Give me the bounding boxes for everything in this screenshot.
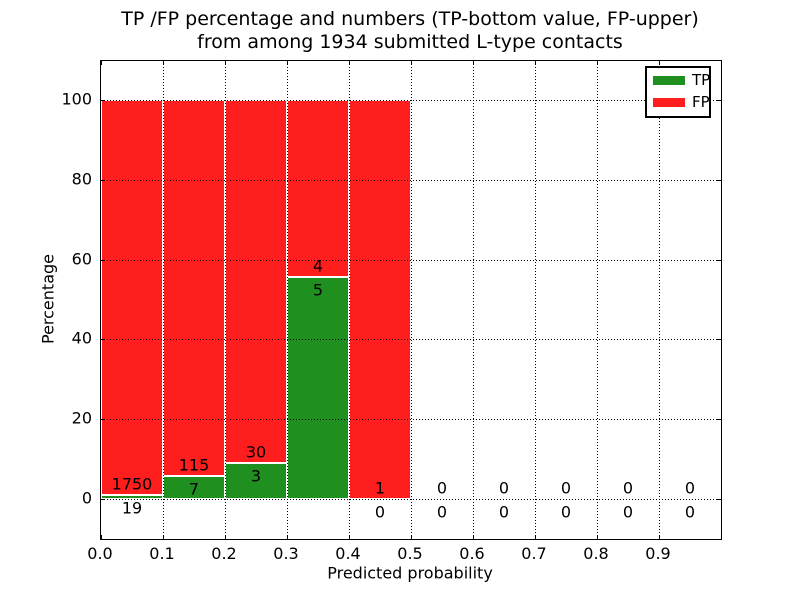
x-tick-mark	[349, 535, 350, 539]
legend-label-fp: FP	[692, 93, 710, 111]
x-tick-mark	[411, 535, 412, 539]
legend-label-tp: TP	[692, 71, 711, 89]
y-tick-label: 100	[61, 89, 92, 109]
bars-layer	[101, 61, 721, 539]
x-tick-mark	[287, 535, 288, 539]
y-tick-mark-right	[717, 259, 721, 261]
x-tick-label: 0.6	[459, 544, 485, 563]
fp-count-label: 30	[245, 442, 267, 462]
x-tick-label: 0.3	[273, 544, 299, 563]
vertical-gridline	[597, 61, 598, 539]
x-tick-mark-top	[101, 61, 102, 65]
fp-color-swatch	[653, 98, 685, 107]
vertical-gridline	[535, 61, 536, 539]
tp-count-label: 0	[622, 502, 634, 522]
vertical-gridline	[659, 61, 660, 539]
y-tick-mark	[101, 499, 105, 500]
x-tick-label: 0.4	[335, 544, 361, 563]
x-axis-label: Predicted probability	[327, 563, 493, 583]
fp-count-label: 0	[684, 478, 696, 498]
y-tick-mark-right	[717, 100, 721, 101]
fp-bar	[101, 100, 163, 495]
x-tick-mark-top	[287, 61, 288, 65]
tp-count-label: 0	[498, 502, 510, 522]
x-tick-mark-top	[349, 61, 350, 65]
annotations-layer: 1750 19 115 7 30 3 4 5 1 0 0 0 0 0 0 0 0 0 0 0	[101, 61, 721, 539]
fp-count-label: 0	[560, 478, 572, 498]
x-tick-label: 0.0	[87, 544, 113, 563]
x-tick-mark	[597, 535, 598, 539]
legend-entry-tp: TP	[653, 73, 710, 88]
plot-area: 1750 19 115 7 30 3 4 5 1 0 0 0 0 0 0 0 0 0 0 0	[100, 60, 722, 540]
y-tick-label: 20	[71, 408, 92, 428]
fp-count-label: 0	[498, 478, 510, 498]
tp-color-swatch	[653, 76, 685, 85]
y-axis-label: Percentage	[38, 253, 58, 345]
y-tick-label: 40	[71, 328, 92, 348]
chart-title-line2: from among 1934 submitted L-type contact…	[197, 31, 623, 53]
y-tick-label: 80	[71, 169, 92, 189]
fp-count-label: 115	[178, 455, 210, 475]
x-tick-mark	[163, 535, 164, 539]
ticks-layer	[101, 61, 721, 539]
tp-count-label: 0	[374, 502, 386, 522]
fp-count-label: 1750	[111, 474, 153, 494]
tp-count-label: 0	[436, 502, 448, 522]
fp-count-label: 0	[622, 478, 634, 498]
fp-count-label: 1	[374, 478, 386, 498]
x-tick-mark-top	[597, 61, 598, 65]
vertical-gridline	[225, 61, 226, 539]
y-tick-label: 60	[71, 249, 92, 269]
x-tick-label: 0.9	[645, 544, 671, 563]
fp-count-label: 0	[436, 478, 448, 498]
x-tick-label: 0.1	[149, 544, 175, 563]
x-tick-label: 0.2	[211, 544, 237, 563]
tp-count-label: 7	[188, 479, 200, 499]
y-tick-mark	[101, 259, 105, 261]
x-tick-label: 0.7	[521, 544, 547, 563]
y-tick-mark-right	[717, 419, 721, 421]
vertical-gridline	[349, 61, 350, 539]
vertical-gridline	[163, 61, 164, 539]
tp-count-label: 5	[312, 280, 324, 300]
tp-bar	[101, 494, 163, 499]
y-tick-mark-right	[717, 339, 721, 341]
x-tick-mark-top	[535, 61, 536, 65]
tp-count-label: 0	[560, 502, 572, 522]
x-tick-mark-top	[225, 61, 226, 65]
x-tick-mark-top	[163, 61, 164, 65]
tp-count-label: 19	[121, 498, 143, 518]
x-tick-mark	[535, 535, 536, 539]
y-tick-label: 0	[81, 488, 92, 508]
vertical-gridline	[287, 61, 288, 539]
x-tick-mark	[101, 535, 102, 539]
vertical-gridline	[411, 61, 412, 539]
x-tick-label: 0.5	[397, 544, 423, 563]
x-tick-mark	[659, 535, 660, 539]
chart-title: TP /FP percentage and numbers (TP-bottom…	[121, 8, 699, 54]
y-tick-mark-right	[717, 179, 721, 181]
tp-count-label: 3	[250, 466, 262, 486]
y-tick-mark	[101, 419, 105, 421]
fp-count-label: 4	[312, 256, 324, 276]
legend-entry-fp: FP	[653, 95, 710, 110]
y-tick-mark-right	[717, 499, 721, 500]
x-tick-label: 0.8	[583, 544, 609, 563]
x-tick-mark	[473, 535, 474, 539]
legend: TP FP	[645, 66, 711, 118]
y-tick-mark	[101, 339, 105, 341]
tp-count-label: 0	[684, 502, 696, 522]
x-tick-mark-top	[473, 61, 474, 65]
x-tick-mark-top	[411, 61, 412, 65]
y-tick-mark	[101, 100, 105, 101]
y-tick-mark	[101, 179, 105, 181]
chart-title-line1: TP /FP percentage and numbers (TP-bottom…	[121, 8, 699, 30]
x-tick-mark-top	[659, 61, 660, 65]
vertical-gridline	[473, 61, 474, 539]
x-tick-mark	[225, 535, 226, 539]
grid-layer	[101, 61, 721, 539]
